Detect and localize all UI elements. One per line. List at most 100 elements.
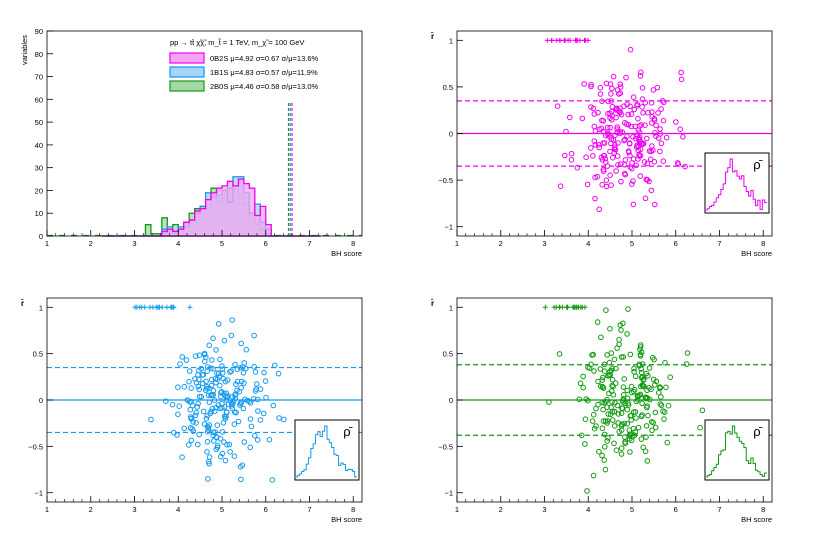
hist-ylabel: variables <box>20 35 29 65</box>
scatter-point <box>599 399 606 406</box>
scatter-point <box>636 129 643 136</box>
scatter-point <box>634 103 640 109</box>
scatter-point <box>600 128 607 135</box>
scatter-point <box>665 402 672 409</box>
scatter-point <box>607 115 613 121</box>
scatter-point <box>179 354 185 360</box>
scatter-point <box>697 424 703 431</box>
scatter-point <box>597 366 604 372</box>
inset-label: ρ̄ <box>753 424 762 439</box>
scatter-point <box>640 110 646 116</box>
scatter-point <box>610 154 616 161</box>
scatter-point <box>652 130 658 136</box>
scatter-point <box>577 380 584 387</box>
scatter-xtick-label: 3 <box>542 505 546 514</box>
scatter-point <box>574 164 581 171</box>
scatter-point <box>195 441 201 448</box>
scatter-point <box>602 466 609 473</box>
scatter-point <box>602 444 608 450</box>
scatter-point <box>229 393 236 400</box>
scatter-xtick-label: 1 <box>45 505 49 514</box>
overflow-marker <box>567 37 573 43</box>
scatter-point <box>176 403 182 410</box>
scatter-ytick-label: −0.5 <box>438 176 453 185</box>
scatter-point <box>592 195 598 202</box>
scatter-point <box>633 162 640 169</box>
scatter-point <box>186 442 192 448</box>
scatter-point <box>624 421 631 427</box>
scatter-point <box>638 436 645 442</box>
scatter-point <box>658 140 665 147</box>
scatter-point <box>252 369 259 375</box>
scatter-point <box>627 449 633 455</box>
scatter-point <box>667 374 674 381</box>
scatter-point <box>622 170 628 177</box>
scatter-point <box>631 388 637 395</box>
scatter-point <box>637 346 643 353</box>
scatter-point <box>608 108 615 115</box>
scatter-point <box>584 488 590 494</box>
scatter-point <box>630 409 637 415</box>
scatter-point <box>203 415 210 422</box>
scatter-point <box>644 160 651 167</box>
scatter-point <box>605 131 611 138</box>
scatter-point <box>604 396 610 403</box>
scatter-point <box>644 135 650 142</box>
overflow-marker <box>559 304 565 310</box>
scatter-point <box>204 428 211 435</box>
scatter-point <box>627 152 633 159</box>
scatter-point <box>637 173 644 179</box>
scatter-point <box>614 124 621 130</box>
scatter-point <box>609 408 616 415</box>
legend-swatch-0B2S <box>169 52 205 64</box>
scatter-point <box>621 420 628 427</box>
scatter-point <box>568 157 575 163</box>
scatter-point <box>210 335 216 342</box>
scatter-point <box>186 378 192 385</box>
scatter-point <box>599 383 606 390</box>
scatter-point <box>585 397 591 404</box>
scatter-point <box>630 201 637 208</box>
scatter-point <box>641 383 647 390</box>
scatter-point <box>632 373 639 380</box>
scatter-point <box>247 400 254 406</box>
scatter-point <box>619 405 625 412</box>
scatter-point <box>196 352 203 359</box>
scatter-point <box>588 83 594 90</box>
scatter-point <box>675 161 682 167</box>
inset-label: ρ̄ <box>753 157 762 172</box>
scatter-point <box>657 148 663 155</box>
scatter-point <box>614 126 620 132</box>
scatter-point <box>649 419 655 425</box>
scatter-point <box>204 364 211 370</box>
scatter-point <box>253 381 260 387</box>
scatter-point <box>614 87 621 93</box>
scatter-point <box>181 425 187 432</box>
scatter-point <box>608 91 614 97</box>
scatter-point <box>207 365 214 372</box>
scatter-point <box>627 46 634 53</box>
scatter-point <box>601 457 608 463</box>
scatter-point <box>228 403 235 409</box>
scatter-point <box>601 361 608 368</box>
legend-swatch-2B0S <box>169 80 205 92</box>
scatter-point <box>202 358 208 365</box>
scatter-point <box>644 403 651 409</box>
scatter-point <box>195 383 202 390</box>
scatter-point <box>618 178 624 185</box>
scatter-point <box>237 464 244 470</box>
scatter-point <box>627 164 634 170</box>
inset-histogram <box>296 425 357 478</box>
scatter-point <box>625 306 631 312</box>
scatter-point <box>654 84 661 91</box>
hist-ytick-label: 30 <box>35 164 43 173</box>
scatter-point <box>660 158 667 164</box>
scatter-ylabel: r̄ <box>20 299 24 308</box>
hist-xtick-label: 7 <box>307 239 311 248</box>
scatter-point <box>637 391 644 398</box>
scatter-point <box>181 383 188 390</box>
scatter-point <box>580 384 587 391</box>
scatter-point <box>250 396 257 402</box>
scatter-point <box>163 398 169 405</box>
scatter-point <box>646 365 653 371</box>
